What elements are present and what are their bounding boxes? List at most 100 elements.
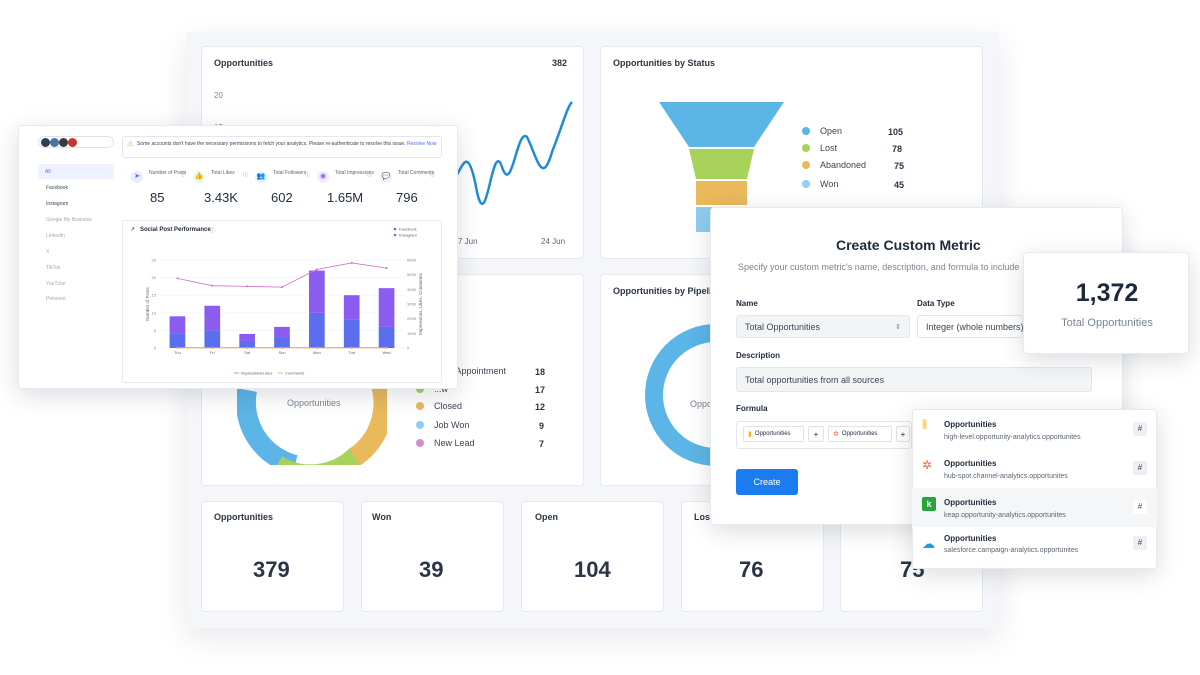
- description-field[interactable]: Total opportunities from all sources: [736, 367, 1092, 392]
- kpi-value: 39: [419, 557, 444, 582]
- legend-dot: [802, 180, 810, 188]
- legend-item: Open: [802, 126, 842, 136]
- panel-total: 382: [552, 58, 568, 68]
- plus-operator[interactable]: +: [896, 426, 910, 442]
- y-tick-label: 10: [152, 310, 157, 315]
- comment-icon: 💬: [380, 171, 392, 183]
- y2-tick-label: 0: [407, 346, 410, 351]
- resolve-now-link[interactable]: Resolve Now: [406, 141, 437, 147]
- source-option[interactable]: ⫼ Opportunities high-level.opportunity-a…: [912, 410, 1157, 449]
- legend-value: 17: [535, 385, 546, 395]
- nav-item-pinterest[interactable]: Pinterest: [46, 296, 66, 302]
- stat-impressions: ◉ Total Impressions ⓘ 1.65M: [317, 168, 374, 212]
- bar-instagram: [378, 288, 395, 327]
- modal-subtitle: Specify your custom metric's name, descr…: [738, 262, 1020, 272]
- stat-likes: 👍 Total Likes ⓘ 3.43K: [193, 168, 248, 212]
- nav-item-x[interactable]: X: [46, 249, 50, 255]
- nav-item-tiktok[interactable]: TikTok: [46, 265, 61, 271]
- thumbs-up-icon: 👍: [193, 171, 205, 183]
- social-post-chart: 0 5 10 15 20 25 0 100K 200K 300K 400K 500K 600K Numbe…: [145, 227, 423, 376]
- number-type-badge: #: [1133, 500, 1147, 514]
- nav-item-linkedin[interactable]: LinkedIn: [46, 233, 65, 239]
- x-tick-label: Wed: [382, 350, 390, 355]
- social-chart-title: Social Post Performance: [140, 227, 211, 233]
- info-icon: ⓘ: [429, 172, 435, 178]
- nav-item-youtube[interactable]: YouTube: [46, 281, 66, 287]
- stat-value: 85: [150, 190, 165, 205]
- data-type-select[interactable]: Integer (whole numbers): [917, 315, 1024, 338]
- kpi-card-won: Won 39: [361, 501, 504, 612]
- legend-value: 7: [539, 439, 545, 449]
- legend-value: 12: [535, 402, 546, 412]
- source-option[interactable]: ✲ Opportunities hub-spot.channel-analyti…: [912, 449, 1157, 488]
- stat-label: Total Likes: [211, 170, 235, 176]
- trend-icon: ↗: [130, 227, 136, 233]
- account-avatars[interactable]: [38, 136, 114, 148]
- funnel-abandoned: [696, 181, 747, 205]
- plus-operator[interactable]: +: [808, 426, 824, 442]
- users-icon: 👥: [255, 171, 267, 183]
- create-button[interactable]: Create: [736, 469, 798, 495]
- bar-facebook: [239, 340, 255, 348]
- social-nav: [38, 164, 114, 304]
- stat-comments: 💬 Total Comments ⓘ 796: [380, 168, 435, 212]
- y-tick-label: 20: [152, 275, 157, 280]
- legend-item: New Lead: [416, 438, 475, 448]
- bar-instagram: [343, 295, 360, 320]
- formula-chip[interactable]: ✲ Opportunities: [828, 426, 892, 442]
- send-icon: ➤: [131, 171, 143, 183]
- source-option[interactable]: ☁ Opportunities salesforce.campaign-anal…: [912, 527, 1157, 566]
- nav-item-google-my-business[interactable]: Google My Business: [46, 217, 92, 223]
- panel-title: Opportunities: [214, 58, 273, 68]
- nav-item-facebook[interactable]: Facebook: [46, 185, 68, 191]
- legend-label: Impressions: [241, 371, 263, 376]
- legend-dot: [416, 439, 424, 447]
- stat-value: 796: [396, 190, 418, 205]
- description-label: Description: [736, 351, 781, 360]
- number-type-badge: #: [1133, 422, 1147, 436]
- y2-tick-label: 500K: [407, 272, 417, 277]
- bar-instagram: [204, 305, 221, 331]
- kpi-value: 104: [574, 557, 611, 582]
- name-field[interactable]: Total Opportunities ⇕: [736, 315, 910, 338]
- point-impressions: [176, 277, 179, 280]
- nav-item-all[interactable]: All: [45, 169, 51, 175]
- source-option-hovered[interactable]: k Opportunities keap.opportunity-analyti…: [912, 488, 1157, 527]
- y2-tick-label: 200K: [407, 316, 417, 321]
- legend-item: Lost: [802, 143, 837, 153]
- kpi-card-opportunities: Opportunities 379: [201, 501, 344, 612]
- bar-facebook: [204, 330, 221, 348]
- legend-value: 105: [888, 127, 904, 137]
- legend-value: 45: [894, 180, 905, 190]
- y-axis-label: Number of Posts: [145, 286, 150, 320]
- formula-chip[interactable]: ▮ Opportunities: [743, 426, 804, 442]
- total-value: 1,372: [1075, 279, 1139, 307]
- hubspot-icon: ✲: [833, 431, 839, 438]
- keap-icon: k: [922, 497, 936, 511]
- bar-facebook: [274, 337, 290, 348]
- data-type-label: Data Type: [917, 299, 955, 308]
- bar-facebook: [343, 319, 360, 348]
- warning-icon: ⚠: [127, 141, 134, 148]
- stat-followers: 👥 Total Followers ⓘ 602: [255, 168, 310, 212]
- kpi-label: Won: [372, 512, 392, 522]
- stat-value: 602: [271, 190, 293, 205]
- y-tick-label: 5: [154, 328, 157, 333]
- point-impressions: [350, 261, 353, 264]
- formula-label: Formula: [736, 404, 768, 413]
- legend-dot: [393, 233, 397, 237]
- salesforce-icon: ☁: [922, 536, 935, 551]
- stat-label: Total Impressions: [335, 170, 374, 176]
- kpi-value: 76: [739, 557, 764, 582]
- donut-center-label: Opportunities: [287, 398, 341, 408]
- nav-item-instagram[interactable]: Instagram: [46, 201, 69, 207]
- info-icon: ⓘ: [366, 172, 372, 178]
- y-tick: 20: [214, 91, 223, 100]
- point-impressions: [281, 286, 283, 289]
- y-tick-label: 15: [152, 293, 157, 298]
- y2-tick-label: 600K: [407, 258, 417, 263]
- stat-label: Total Comments: [398, 170, 435, 176]
- legend-dot: [802, 144, 810, 152]
- avatar: [50, 138, 59, 147]
- point-comments: [176, 346, 179, 349]
